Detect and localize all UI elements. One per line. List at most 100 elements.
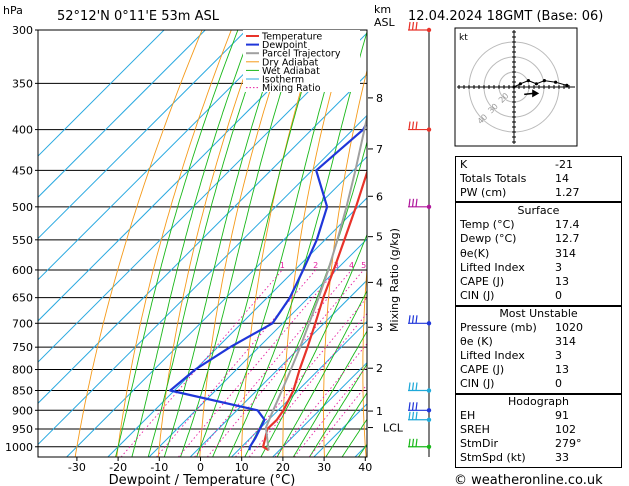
mu-cin-label: CIN (J) — [460, 377, 495, 390]
wind-barb-flag — [411, 121, 415, 130]
wind-barb — [408, 411, 432, 422]
pw-label: PW (cm) — [460, 186, 507, 199]
pressure-tick-label: 300 — [12, 24, 33, 37]
mu-lifted-index-label: Lifted Index — [460, 349, 525, 362]
wind-barb-flag — [411, 402, 415, 411]
dry-adiabat-line — [323, 68, 367, 457]
mixing-ratio-label: 15 — [422, 261, 432, 270]
km-tick-label: 6 — [376, 190, 383, 203]
surface-thetae-label: θe(K) — [460, 247, 490, 260]
legend-label: Isotherm — [262, 75, 304, 86]
legend-label: Temperature — [261, 32, 322, 43]
wind-barb-flag — [408, 121, 411, 130]
wet-adiabat-line — [163, 30, 284, 457]
isotherm-line — [107, 197, 367, 457]
surface-temp-label: Temp (°C) — [460, 218, 515, 231]
k-index-value: -21 — [555, 158, 573, 171]
km-tick-label: 2 — [376, 362, 383, 375]
hodograph-point — [518, 82, 523, 86]
wind-barb-flag — [411, 382, 415, 391]
wet-adiabat-line — [115, 30, 239, 457]
mixing-ratio-line — [235, 296, 367, 457]
wind-barb-flag — [408, 438, 411, 447]
isotherm-line — [272, 361, 367, 457]
pressure-tick-label: 550 — [12, 234, 33, 247]
pressure-tick-label: 600 — [12, 264, 33, 277]
pressure-tick-label: 400 — [12, 124, 33, 137]
wind-barb-flag — [408, 21, 411, 31]
pressure-tick-label: 500 — [12, 201, 33, 214]
km-tick-label: 5 — [376, 231, 383, 244]
mixing-ratio-line — [156, 269, 317, 457]
surface-cape-value: 13 — [555, 275, 569, 288]
temperature-tick-label: 0 — [197, 461, 204, 474]
km-label: km — [374, 3, 391, 16]
wind-barb-flag — [408, 402, 411, 411]
wind-barb-dot — [426, 444, 432, 449]
surface-temp-value: 17.4 — [555, 218, 580, 231]
isotherm-line — [38, 30, 247, 240]
pressure-tick-label: 650 — [12, 292, 33, 305]
wind-barb-dot — [426, 127, 432, 132]
wind-barb — [408, 382, 432, 393]
isotherm-line — [66, 155, 367, 457]
totals-totals-value: 14 — [555, 172, 569, 185]
pw-value: 1.27 — [555, 186, 580, 199]
y-axis-right-title: Mixing Ratio (g/kg) — [388, 228, 401, 332]
temperature-tick-label: 30 — [317, 461, 331, 474]
wind-barb — [408, 21, 432, 33]
legend-box — [243, 30, 360, 92]
asl-label: ASL — [374, 16, 396, 29]
wind-barb — [408, 121, 432, 132]
wet-adiabat-line — [309, 363, 367, 457]
stmspd-label: StmSpd (kt) — [460, 451, 526, 464]
temperature-tick-label: 40 — [358, 461, 372, 474]
hodograph-unit-label: kt — [459, 33, 468, 43]
mixing-ratio-line — [248, 312, 367, 457]
footer-credit: © weatheronline.co.uk — [454, 473, 603, 486]
mixing-ratio-label: 20 — [440, 261, 450, 270]
mu-cin-value: 0 — [555, 377, 562, 390]
legend-label: Dry Adiabat — [262, 57, 319, 68]
mixing-ratio-line — [206, 269, 364, 457]
wind-barb-dot — [426, 408, 432, 413]
wind-barb-flag — [415, 438, 418, 447]
mu-cape-value: 13 — [555, 363, 569, 376]
mixing-ratio-label: 4 — [349, 261, 354, 270]
surface-dewp-value: 12.7 — [555, 232, 580, 245]
dry-adiabat-line — [401, 30, 436, 457]
wind-barb-flag — [408, 382, 411, 391]
wet-adiabat-line — [180, 30, 302, 457]
wind-barb-flag — [411, 198, 415, 207]
isotherm-line — [189, 279, 367, 457]
mu-cape-label: CAPE (J) — [460, 363, 505, 376]
wind-barb-flag — [415, 382, 418, 391]
sreh-value: 102 — [555, 423, 576, 436]
temperature-tick-label: -20 — [109, 461, 127, 474]
indices-panel: K -21 Totals Totals 14 PW (cm) 1.27 — [455, 156, 622, 202]
mixing-ratio-label: 5 — [361, 261, 366, 270]
wind-barb — [408, 438, 432, 449]
pressure-tick-label: 800 — [12, 364, 33, 377]
wet-adiabat-line — [292, 330, 367, 457]
pressure-tick-label: 450 — [12, 164, 33, 177]
totals-totals-label: Totals Totals — [460, 172, 527, 185]
wind-barb-flag — [408, 198, 411, 207]
dry-adiabat-line — [199, 30, 291, 457]
wet-adiabat-line — [325, 391, 367, 457]
surface-cin-value: 0 — [555, 289, 562, 302]
isotherm-line — [38, 30, 330, 322]
wind-barb — [408, 402, 432, 413]
stmspd-value: 33 — [555, 451, 569, 464]
surface-title: Surface — [517, 204, 560, 217]
pressure-tick-label: 350 — [12, 77, 33, 90]
k-index-label: K — [460, 158, 468, 171]
mu-thetae-label: θe (K) — [460, 335, 493, 348]
isotherm-line — [38, 30, 165, 157]
dry-adiabat-line — [74, 30, 203, 457]
storm-motion-arrowhead — [532, 89, 540, 98]
wind-barb-dot — [426, 417, 432, 422]
hodograph-panel: Hodograph EH 91 SREH 102 StmDir 279° StmSpd… — [455, 394, 622, 468]
